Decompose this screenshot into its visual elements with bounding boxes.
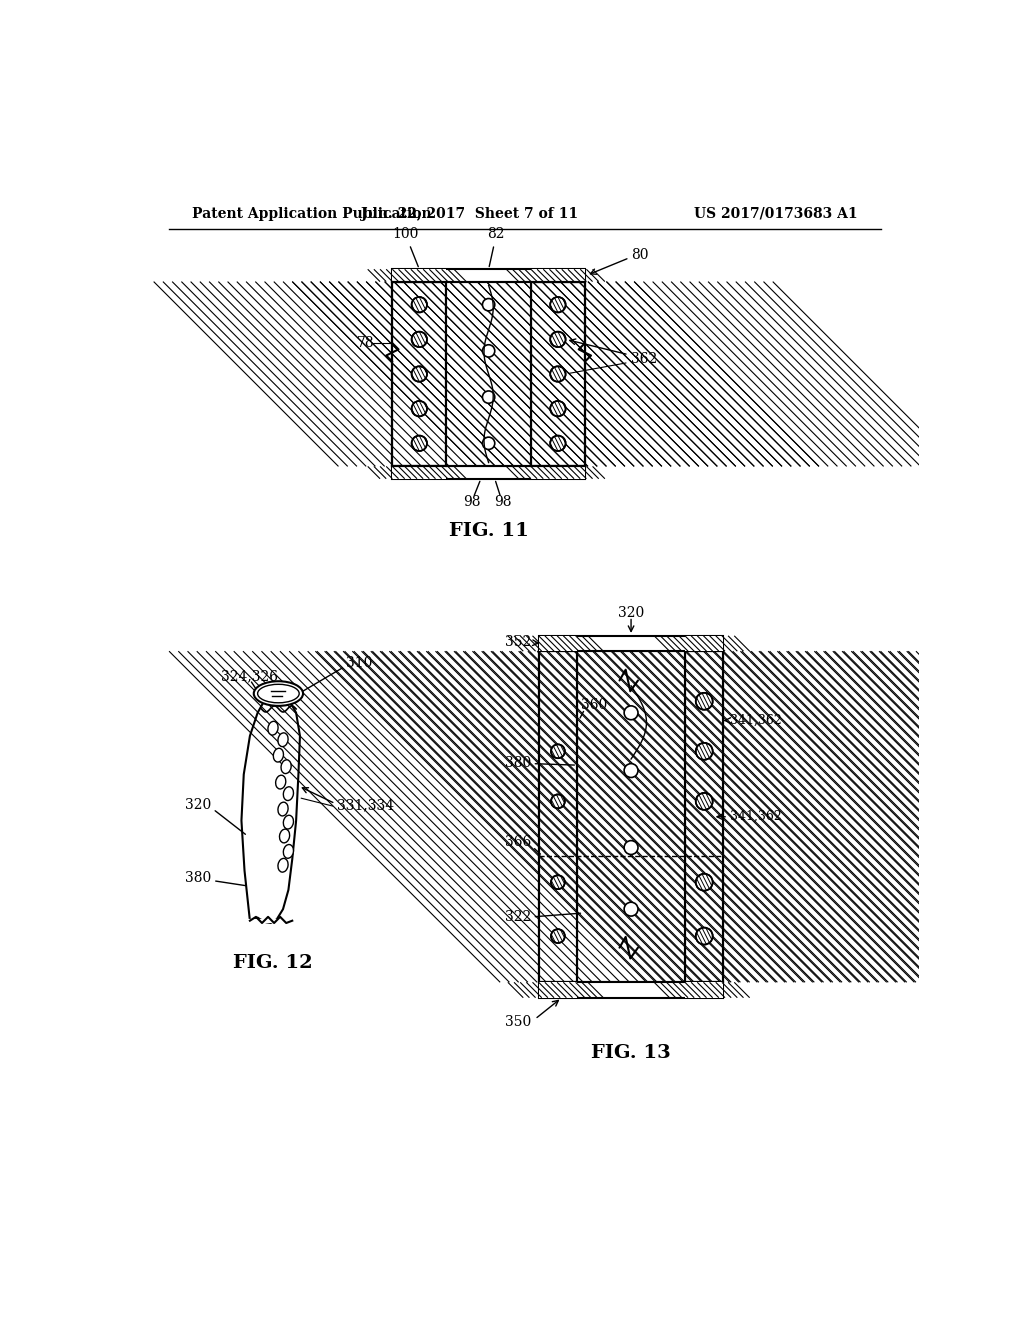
Circle shape xyxy=(550,401,565,416)
Circle shape xyxy=(625,903,638,916)
Bar xyxy=(392,281,446,466)
Bar xyxy=(392,466,585,479)
Ellipse shape xyxy=(284,787,294,800)
Ellipse shape xyxy=(273,748,284,762)
Text: 380: 380 xyxy=(505,756,531,770)
Text: 98: 98 xyxy=(463,495,480,508)
Bar xyxy=(531,281,585,466)
Text: 331,334: 331,334 xyxy=(337,799,394,812)
Text: FIG. 12: FIG. 12 xyxy=(233,954,312,972)
Bar xyxy=(685,636,724,651)
Text: 320: 320 xyxy=(617,606,644,619)
Bar xyxy=(539,651,724,982)
Circle shape xyxy=(482,391,495,404)
Ellipse shape xyxy=(278,803,288,816)
Text: 366: 366 xyxy=(505,836,531,849)
Circle shape xyxy=(695,793,713,810)
Bar xyxy=(539,636,578,651)
Text: 82: 82 xyxy=(487,227,505,267)
Bar xyxy=(539,982,578,998)
Text: 98: 98 xyxy=(494,495,511,508)
Bar xyxy=(539,636,724,651)
Text: 78: 78 xyxy=(356,337,374,350)
Bar xyxy=(446,281,531,466)
Circle shape xyxy=(412,401,427,416)
Circle shape xyxy=(695,928,713,945)
Circle shape xyxy=(482,298,495,312)
Ellipse shape xyxy=(275,775,286,789)
Ellipse shape xyxy=(280,829,290,843)
Text: 341,362: 341,362 xyxy=(730,714,781,727)
Circle shape xyxy=(550,366,565,381)
Circle shape xyxy=(550,331,565,347)
Circle shape xyxy=(412,366,427,381)
Text: 362: 362 xyxy=(631,351,657,366)
Bar xyxy=(685,982,724,998)
Circle shape xyxy=(695,743,713,760)
Text: Patent Application Publication: Patent Application Publication xyxy=(193,207,432,220)
Circle shape xyxy=(551,875,565,890)
Bar xyxy=(539,651,578,982)
Ellipse shape xyxy=(284,845,294,858)
Circle shape xyxy=(695,693,713,710)
Bar xyxy=(392,269,446,281)
Circle shape xyxy=(695,874,713,891)
Ellipse shape xyxy=(254,681,303,706)
Circle shape xyxy=(625,706,638,719)
Circle shape xyxy=(551,929,565,942)
Circle shape xyxy=(550,297,565,313)
Bar xyxy=(392,269,585,281)
Bar xyxy=(539,651,578,982)
Text: 352: 352 xyxy=(505,635,531,649)
Polygon shape xyxy=(242,693,300,923)
Text: 322: 322 xyxy=(505,909,531,924)
Circle shape xyxy=(412,297,427,313)
Text: FIG. 11: FIG. 11 xyxy=(449,523,528,540)
Circle shape xyxy=(412,331,427,347)
Text: 310: 310 xyxy=(346,656,373,669)
Circle shape xyxy=(625,763,638,777)
Ellipse shape xyxy=(278,733,288,747)
Text: 360: 360 xyxy=(581,698,607,711)
Text: US 2017/0173683 A1: US 2017/0173683 A1 xyxy=(694,207,857,220)
Text: 324,326: 324,326 xyxy=(221,669,279,682)
Circle shape xyxy=(551,795,565,808)
Text: Jun. 22, 2017  Sheet 7 of 11: Jun. 22, 2017 Sheet 7 of 11 xyxy=(360,207,578,220)
Ellipse shape xyxy=(278,858,288,873)
Bar xyxy=(531,269,585,281)
Bar xyxy=(531,281,585,466)
Circle shape xyxy=(625,841,638,854)
Circle shape xyxy=(482,345,495,358)
Ellipse shape xyxy=(268,721,279,735)
Text: 320: 320 xyxy=(185,799,211,812)
Circle shape xyxy=(412,436,427,451)
Text: 80: 80 xyxy=(631,248,648,263)
Bar xyxy=(685,651,724,982)
Text: 380: 380 xyxy=(185,871,211,886)
Text: 341,362: 341,362 xyxy=(730,810,781,824)
Bar xyxy=(392,281,446,466)
Text: 100: 100 xyxy=(392,227,419,267)
Circle shape xyxy=(551,744,565,758)
Bar xyxy=(685,651,724,982)
Circle shape xyxy=(482,437,495,449)
Text: FIG. 13: FIG. 13 xyxy=(591,1044,671,1063)
Bar xyxy=(392,466,446,479)
Bar xyxy=(531,466,585,479)
Bar xyxy=(539,982,724,998)
Circle shape xyxy=(550,436,565,451)
Ellipse shape xyxy=(284,816,294,829)
Ellipse shape xyxy=(281,760,291,774)
Text: 350: 350 xyxy=(505,1015,531,1030)
